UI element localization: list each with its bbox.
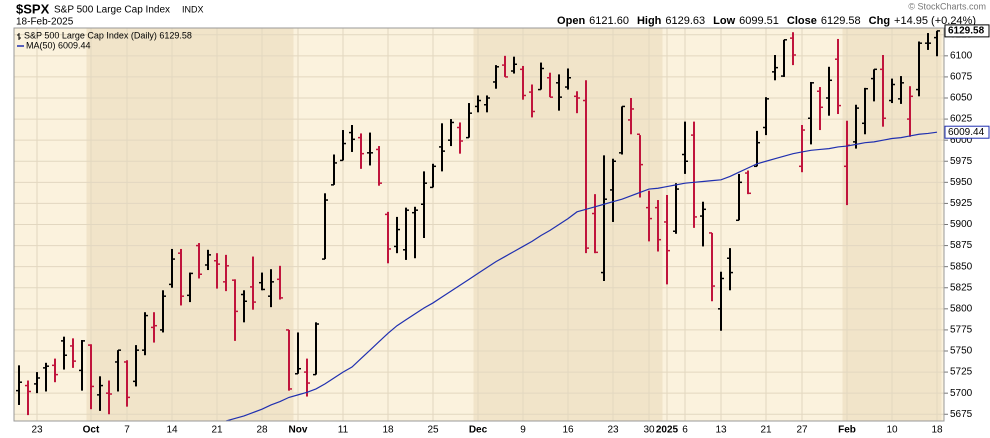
ma-box <box>944 125 990 139</box>
quote-label: Close <box>787 15 817 27</box>
legend-label: S&P 500 Large Cap Index (Daily) 6129.58 <box>24 30 192 40</box>
x-tick-label: 14 <box>166 425 178 436</box>
y-tick-label: 6050 <box>950 93 973 104</box>
y-tick-label: 5950 <box>950 177 973 188</box>
x-tick-label: 7 <box>124 425 130 436</box>
marks <box>16 30 940 422</box>
x-tick-label: Feb <box>838 425 856 436</box>
y-tick-label: 5900 <box>950 219 973 230</box>
quote-label: Open <box>557 15 585 27</box>
date: 18-Feb-2025 <box>16 17 74 28</box>
y-tick-label: 5825 <box>950 282 973 293</box>
legend: S&P 500 Large Cap Index (Daily) 6129.58 … <box>17 30 192 50</box>
y-tick-label: 5725 <box>950 367 973 378</box>
grid <box>14 28 948 421</box>
quote-value: 6121.60 <box>589 15 629 27</box>
x-tick-label: 18 <box>382 425 394 436</box>
y-tick-label: 5925 <box>950 198 973 209</box>
x-tick-label: 21 <box>211 425 223 436</box>
x-tick-label: 13 <box>715 425 727 436</box>
quote-label: Chg <box>869 15 890 27</box>
x-tick-label: 10 <box>886 425 898 436</box>
y-tick-label: 5875 <box>950 240 973 251</box>
x-tick-label: 6 <box>682 425 688 436</box>
x-tick-label: 11 <box>338 425 349 436</box>
quote-label: High <box>637 15 662 27</box>
y-tick-label: 5750 <box>950 346 973 357</box>
y-tick-label: 5850 <box>950 261 973 272</box>
x-tick-label: 23 <box>31 425 43 436</box>
y-tick-label: 5975 <box>950 156 973 167</box>
y-tick-label: 6100 <box>950 50 973 61</box>
legend-icon <box>17 33 21 40</box>
x-tick-label: Nov <box>289 425 308 436</box>
ma-label: 6009.44 <box>948 127 985 138</box>
x-tick-label: 23 <box>607 425 619 436</box>
y-tick-label: 5800 <box>950 303 973 314</box>
x-tick-label: 25 <box>427 425 439 436</box>
x-tick-label: 9 <box>520 425 526 436</box>
y-tick-label: 6025 <box>950 114 973 125</box>
quote-label: Low <box>713 15 735 27</box>
credit: © StockCharts.com <box>908 1 986 11</box>
quote: Open 6121.60 High 6129.63 Low 6099.51 Close 612… <box>557 15 976 27</box>
x-tick-label: Dec <box>469 425 488 436</box>
plot-border <box>13 27 945 422</box>
quote-value: 6129.63 <box>665 15 705 27</box>
x-tick-label: 28 <box>256 425 268 436</box>
exchange: INDX <box>182 4 204 14</box>
x-tick-label: 21 <box>760 425 772 436</box>
quote-value: 6129.58 <box>821 15 861 27</box>
y-tick-label: 5775 <box>950 325 973 336</box>
index-name: S&P 500 Large Cap Index <box>54 5 170 16</box>
y-tick-label: 6075 <box>950 72 973 83</box>
symbol: $SPX <box>16 1 50 16</box>
y-tick-label: 5675 <box>950 409 973 420</box>
quote-value: 6099.51 <box>739 15 779 27</box>
price-box <box>944 24 990 38</box>
y-tick-label: 5700 <box>950 388 973 399</box>
ma-line <box>225 131 938 422</box>
x-tick-label: 16 <box>562 425 574 436</box>
x-tick-label: 18 <box>931 425 943 436</box>
x-tick-label: 27 <box>796 425 808 436</box>
y-tick-label: 6000 <box>950 135 973 146</box>
legend-label: MA(50) 6009.44 <box>26 40 91 50</box>
x-tick-label: 2025 <box>656 425 679 436</box>
x-tick-label: Oct <box>83 425 100 436</box>
x-tick-label: 30 <box>643 425 655 436</box>
price-label: 6129.58 <box>948 26 985 37</box>
quote-value: +14.95 (+0.24%) <box>894 15 976 27</box>
